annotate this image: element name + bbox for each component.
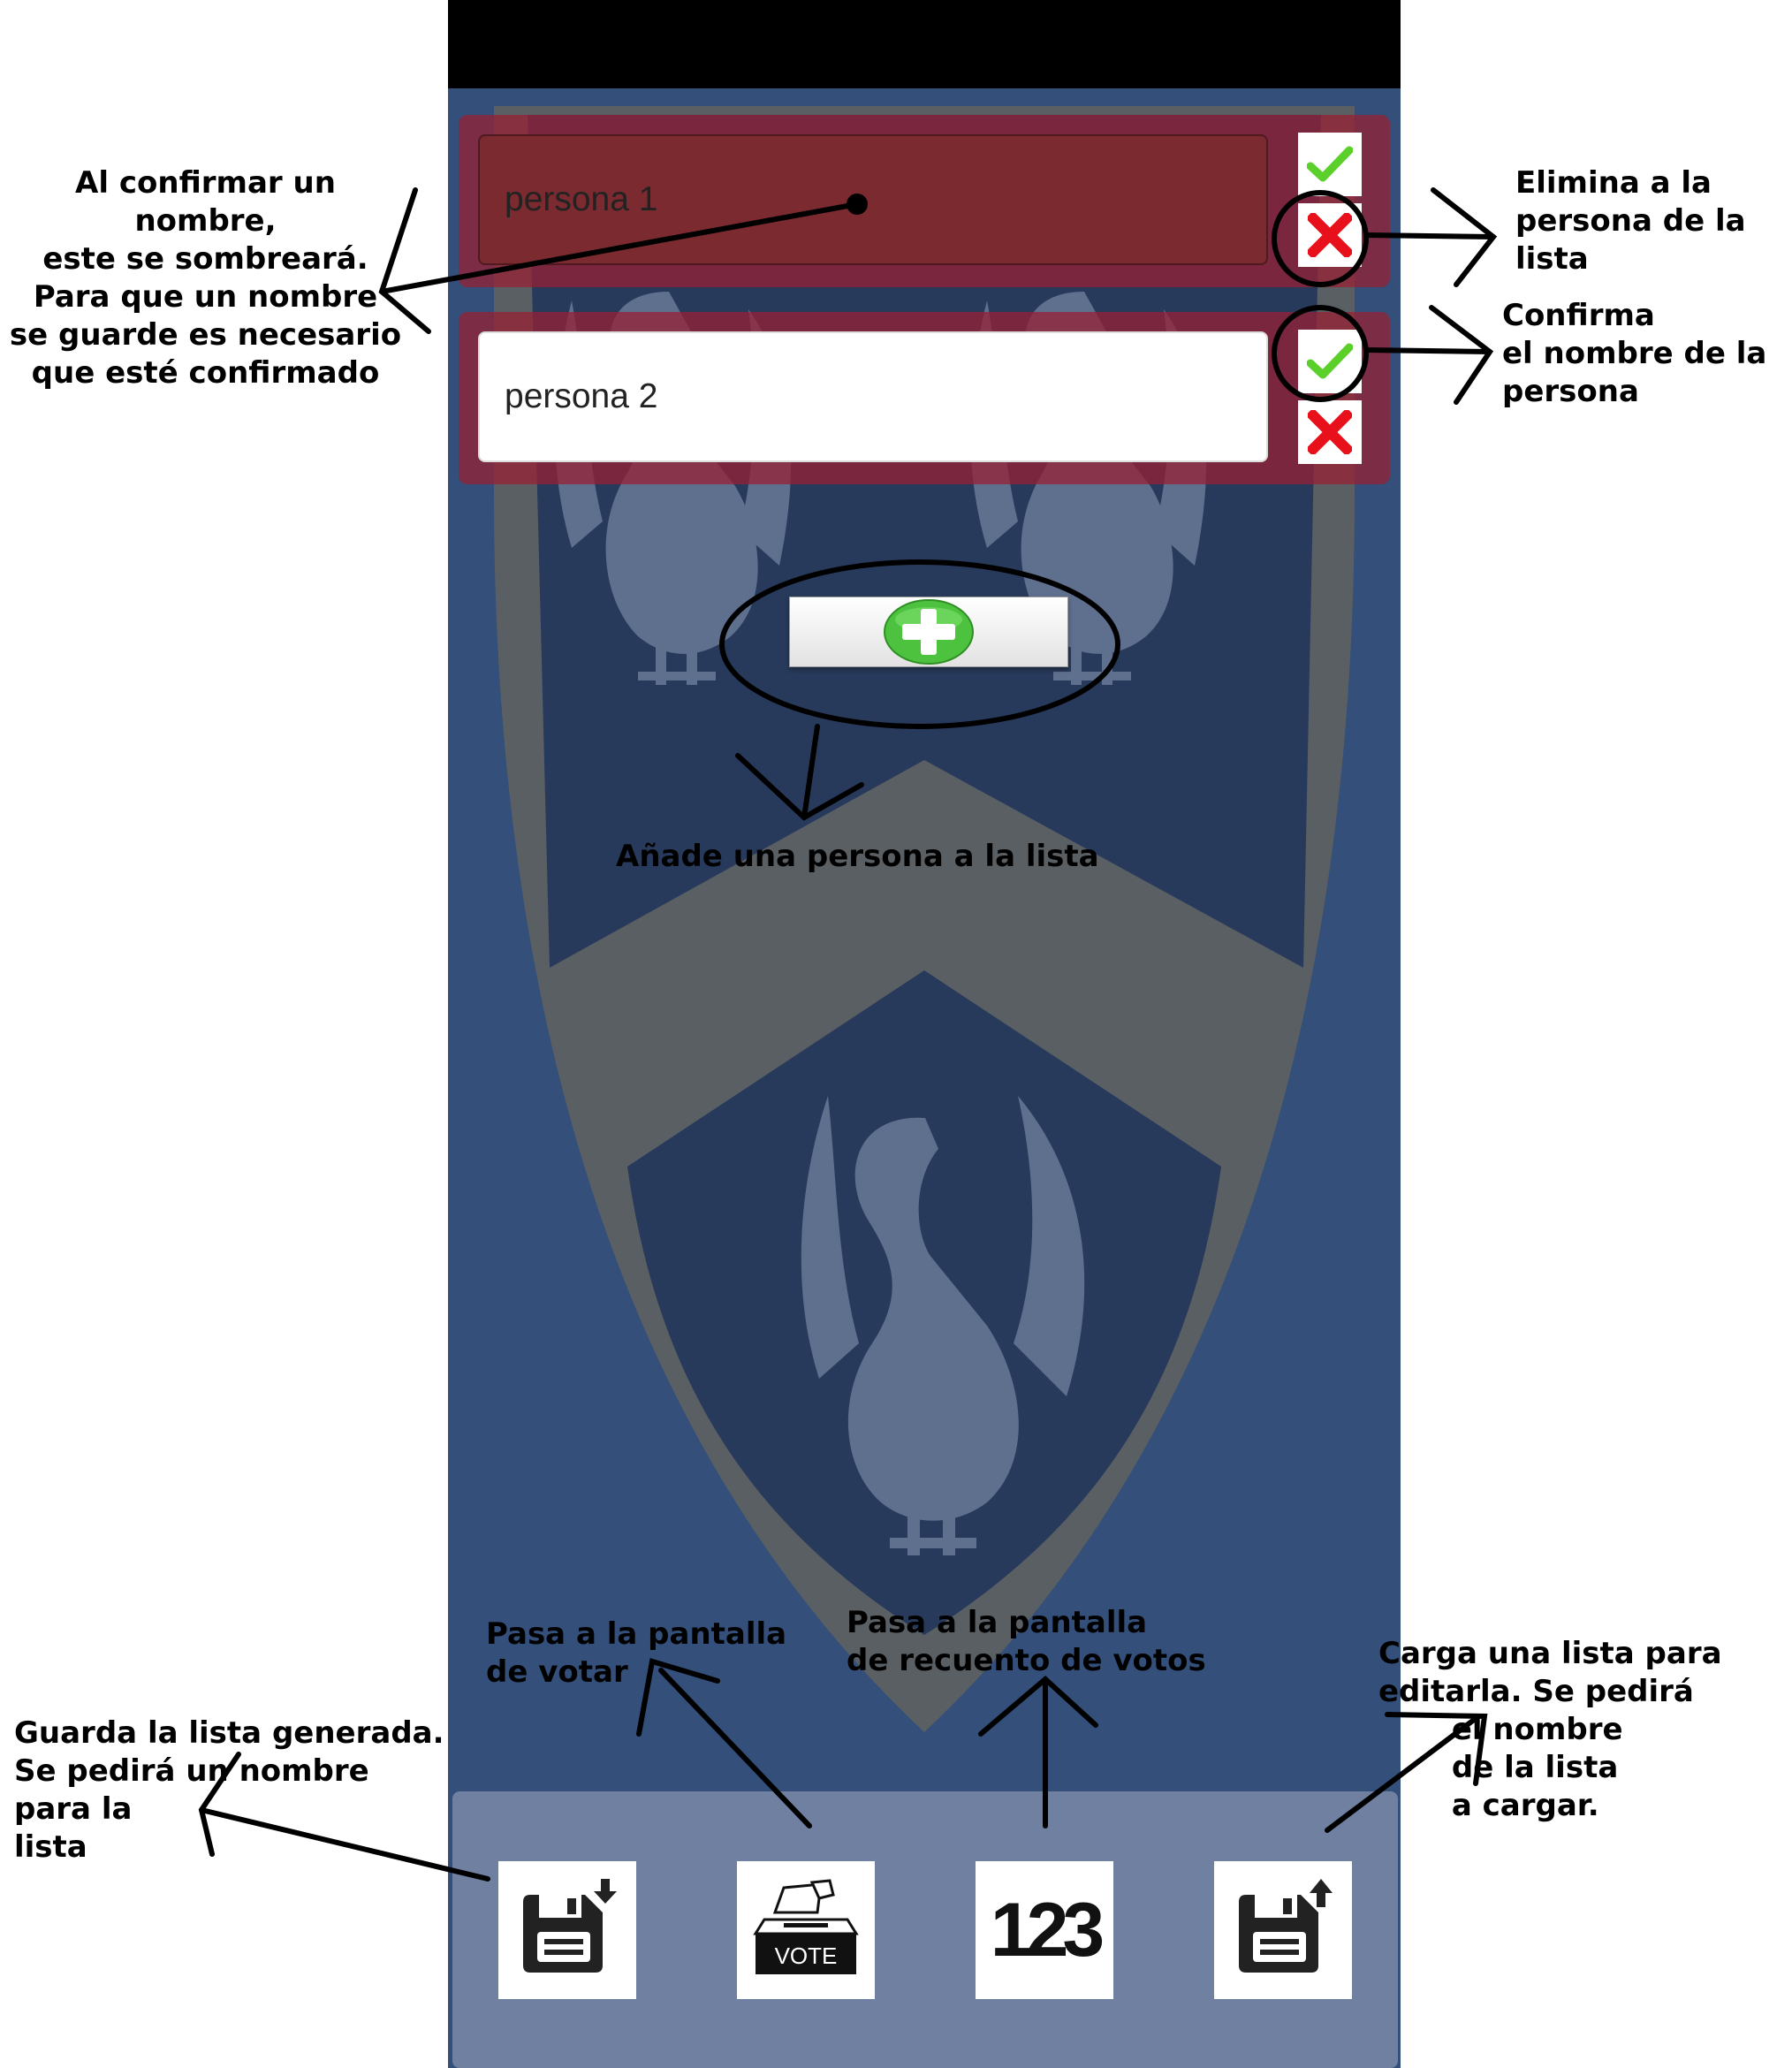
swan-emblem <box>801 1096 1085 1555</box>
confirm-button-1[interactable] <box>1298 133 1362 196</box>
annotation-go-count: Pasa a la pantalla de recuento de votos <box>847 1605 1206 1678</box>
save-list-button[interactable] <box>498 1861 636 1999</box>
annotation-confirmed-name: Al confirmar un nombre, este se sombrear… <box>9 165 402 391</box>
status-bar <box>448 0 1401 88</box>
annotation-remove-person: Elimina a la persona de la lista <box>1515 165 1746 277</box>
cross-icon <box>1308 213 1352 257</box>
save-download-icon <box>523 1879 617 1973</box>
count-screen-button[interactable]: 123 <box>976 1861 1113 1999</box>
add-person-button[interactable] <box>789 597 1068 667</box>
load-list-button[interactable] <box>1214 1861 1352 1999</box>
numbers-123-icon: 123 <box>990 1887 1105 1973</box>
check-icon <box>1307 343 1353 379</box>
vote-label: VOTE <box>775 1943 838 1969</box>
remove-button-2[interactable] <box>1298 400 1362 464</box>
person-name-field-2[interactable]: persona 2 <box>478 331 1268 462</box>
annotation-save-list: Guarda la lista generada. Se pedirá un n… <box>14 1715 444 1865</box>
app-screen: persona 1 persona 2 <box>448 0 1401 2068</box>
plus-icon <box>884 599 974 665</box>
annotation-add-person: Añade una persona a la lista <box>616 839 1099 874</box>
vote-screen-button[interactable]: VOTE <box>737 1861 875 1999</box>
check-icon <box>1307 146 1353 182</box>
confirm-button-2[interactable] <box>1298 330 1362 393</box>
cross-icon <box>1308 410 1352 454</box>
annotation-go-vote: Pasa a la pantalla de votar <box>486 1616 787 1690</box>
remove-button-1[interactable] <box>1298 203 1362 267</box>
annotation-load-list: Carga una lista para editarla. Se pedirá… <box>1378 1636 1722 1823</box>
save-upload-icon <box>1239 1879 1333 1973</box>
ballot-box-icon: VOTE <box>753 1879 859 1974</box>
annotation-confirm-person: Confirma el nombre de la persona <box>1502 298 1767 409</box>
person-row-2: persona 2 <box>459 312 1390 484</box>
person-row-1: persona 1 <box>459 115 1390 287</box>
person-name-field-1[interactable]: persona 1 <box>478 134 1268 265</box>
